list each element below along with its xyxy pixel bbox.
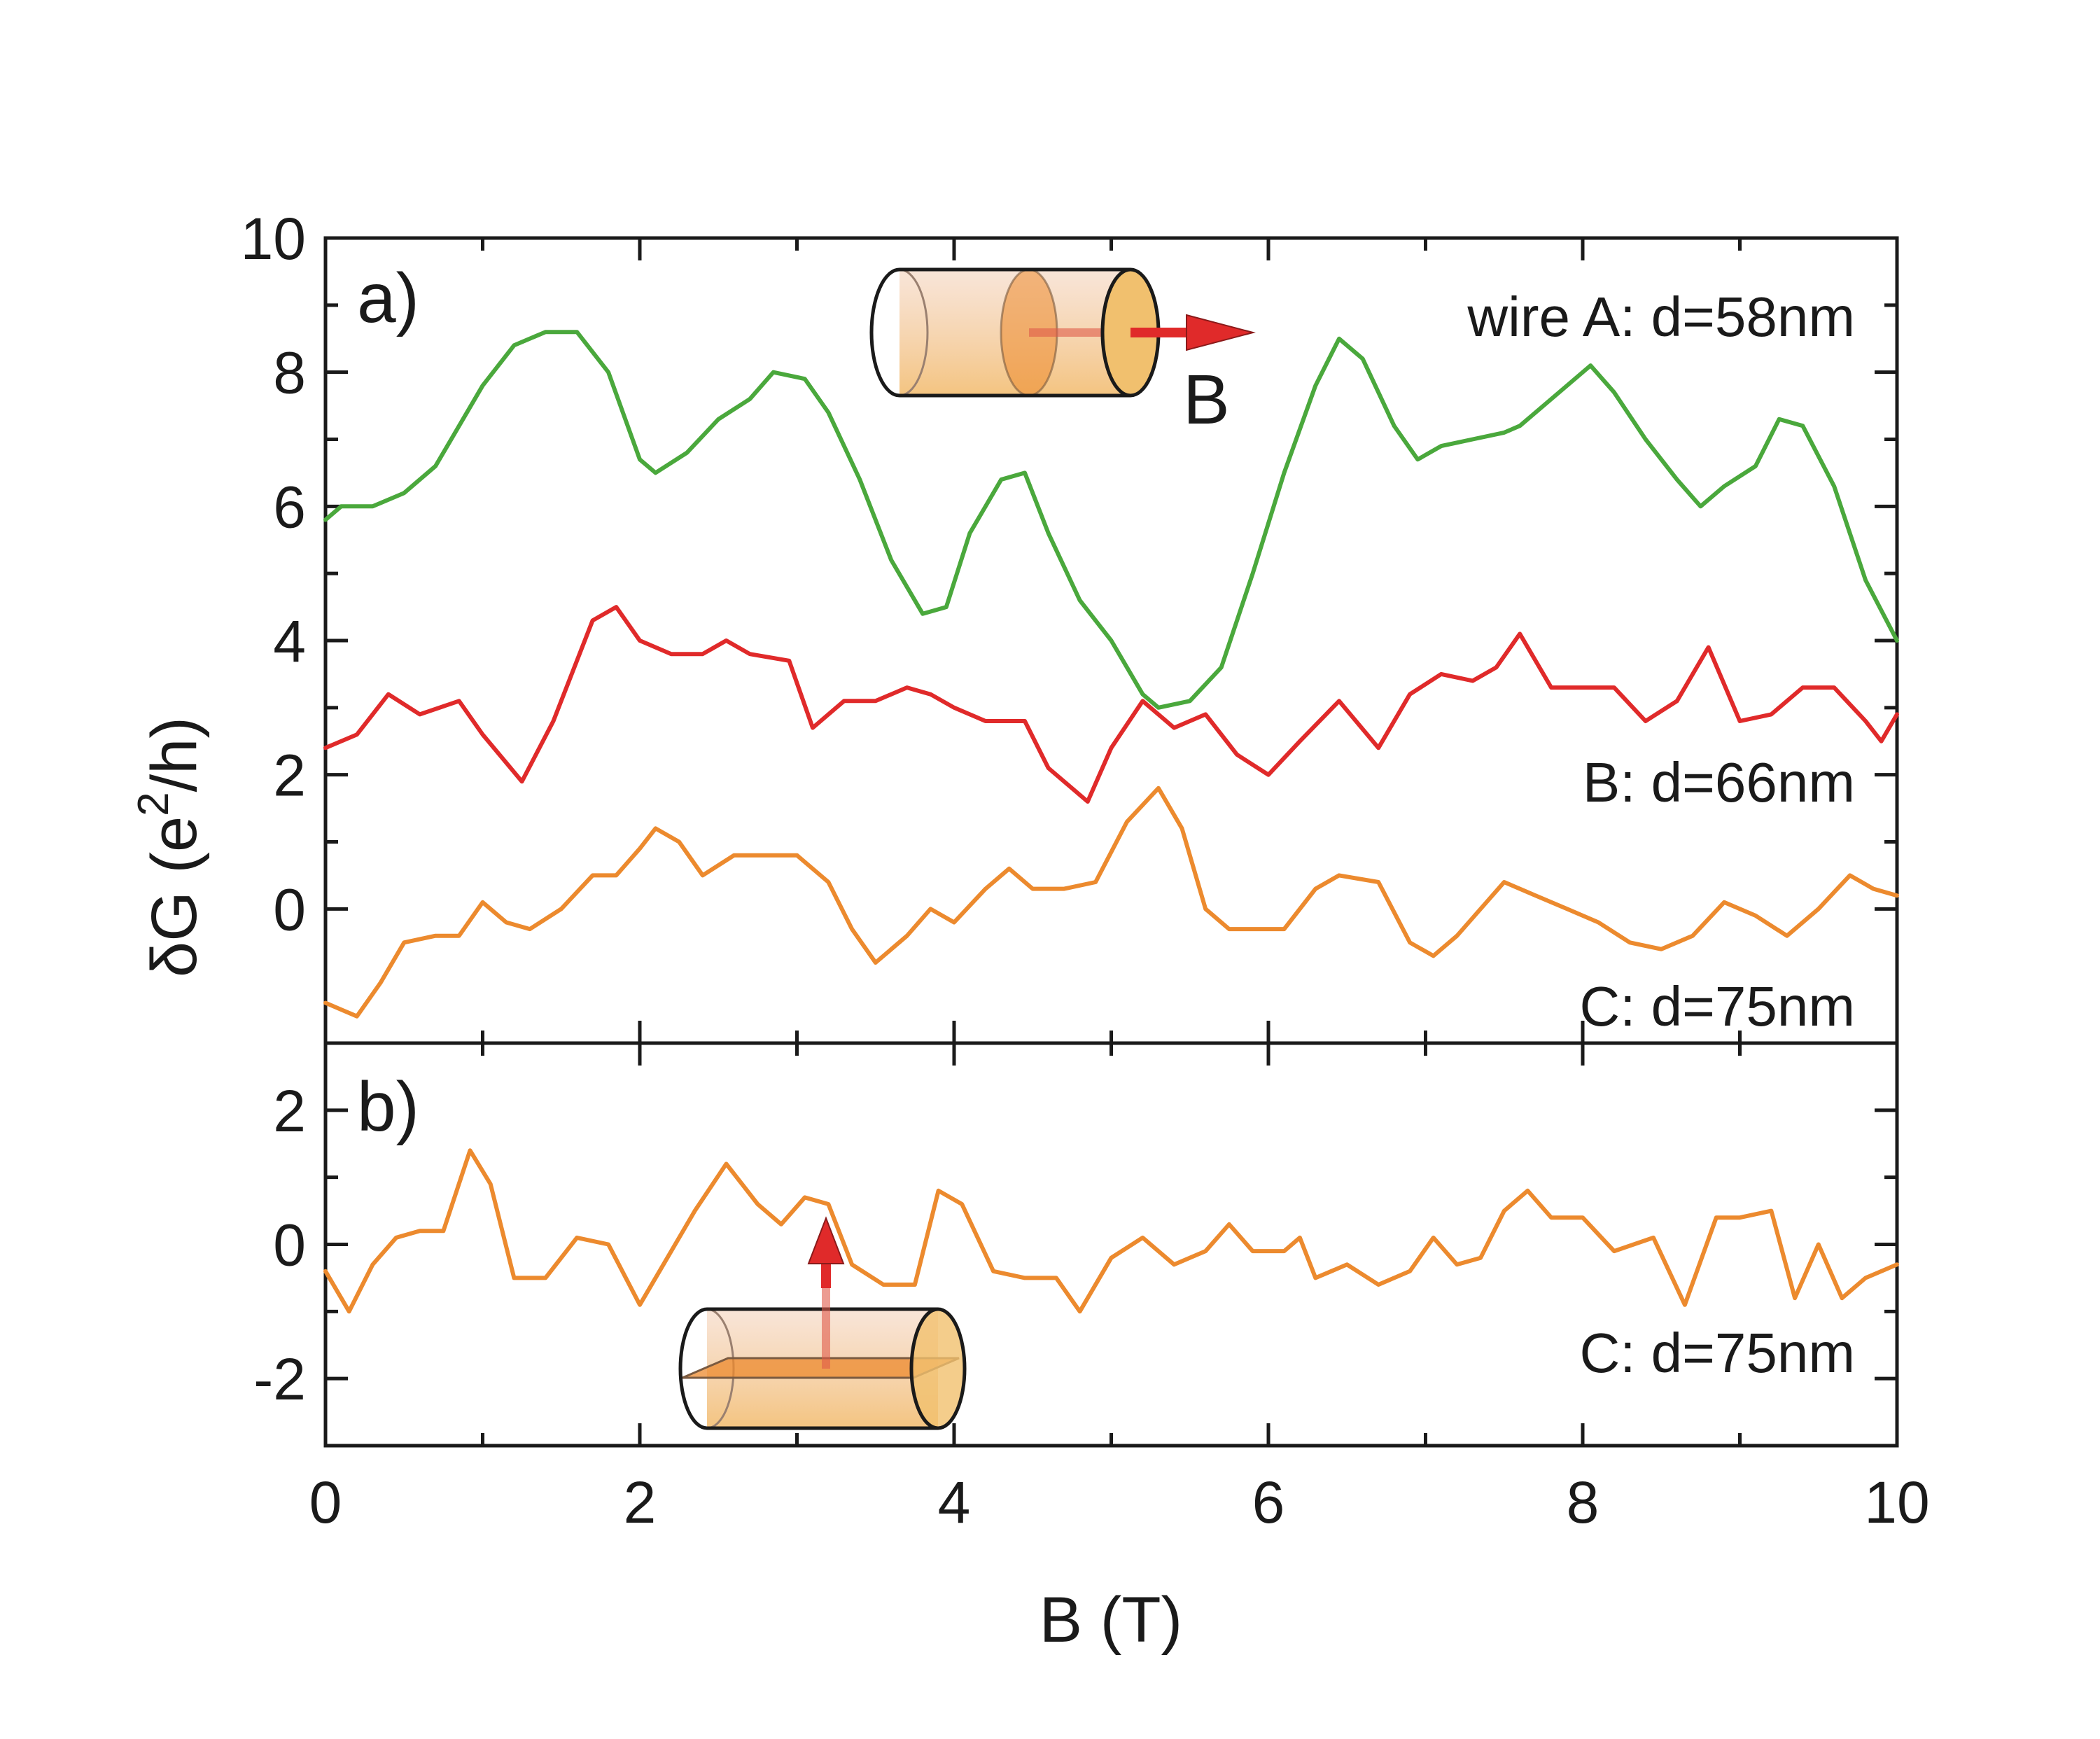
series-line-wire-a-d-58nm [323, 330, 1899, 710]
panel-a: 0 2 4 6 8 10 a) wire A: d=58nm B: d=66nm C: d… [241, 206, 1899, 1045]
cylinder-back-outline [678, 1307, 708, 1430]
y-tick-label: 8 [273, 340, 306, 406]
y-tick-label: 0 [273, 877, 306, 942]
y-axis-title-main: δG (e [139, 816, 210, 977]
panel-b-ticks [323, 1043, 1899, 1446]
series-line-b-d-66nm [323, 605, 1899, 804]
x-tick-label: 2 [624, 1469, 657, 1535]
y-tick-label: 4 [273, 608, 306, 674]
field-arrow-head-icon [1186, 314, 1256, 351]
panel-a-y-tick-labels: 0 2 4 6 8 10 [241, 206, 306, 942]
y-axis-title: δG (e2/h) [130, 717, 210, 977]
y-axis-title-text: δG (e2/h) [130, 717, 210, 977]
x-tick-labels: 0 2 4 6 8 10 [309, 1469, 1930, 1535]
panel-b: -2 0 2 b) C: d=75nm [253, 1041, 1899, 1448]
y-tick-label: 2 [273, 743, 306, 809]
y-tick-label: 10 [241, 206, 306, 272]
y-tick-label: -2 [253, 1346, 306, 1412]
inset-field-label: B [1183, 361, 1230, 439]
panel-b-y-tick-labels: -2 0 2 [253, 1078, 306, 1412]
x-axis-title: B (T) [1040, 1584, 1182, 1656]
panel-b-traces [323, 1148, 1899, 1314]
panel-a-label: a) [357, 259, 419, 337]
y-tick-label: 0 [273, 1213, 306, 1278]
x-tick-label: 10 [1864, 1469, 1929, 1535]
field-arrow-head-icon [807, 1216, 845, 1264]
inset-parallel-field: B [869, 267, 1256, 439]
inset-perpendicular-field [678, 1216, 967, 1430]
x-tick-label: 6 [1252, 1469, 1285, 1535]
cylinder-front-cap [909, 1307, 967, 1430]
y-axis-title-tail: /h) [139, 717, 210, 792]
panel-b-frame [323, 1041, 1899, 1448]
x-tick-label: 0 [309, 1469, 342, 1535]
series-label-wire-c-perp: C: d=75nm [1579, 1322, 1855, 1384]
series-line-c-d-75nm [323, 1148, 1899, 1314]
y-tick-label: 2 [273, 1078, 306, 1144]
panel-a-ticks [323, 236, 1899, 1043]
y-tick-label: 6 [273, 474, 306, 540]
series-line-c-d-75nm [323, 785, 1899, 1019]
y-axis-title-sup: 2 [130, 792, 178, 816]
panel-a-traces [323, 330, 1899, 1019]
series-label-wire-a: wire A: d=58nm [1466, 286, 1855, 348]
x-tick-label: 8 [1567, 1469, 1600, 1535]
series-label-wire-b: B: d=66nm [1583, 751, 1855, 813]
series-label-wire-c: C: d=75nm [1579, 975, 1855, 1038]
cylinder-back-outline [869, 267, 900, 398]
x-tick-label: 4 [938, 1469, 971, 1535]
panel-b-label: b) [357, 1068, 419, 1146]
